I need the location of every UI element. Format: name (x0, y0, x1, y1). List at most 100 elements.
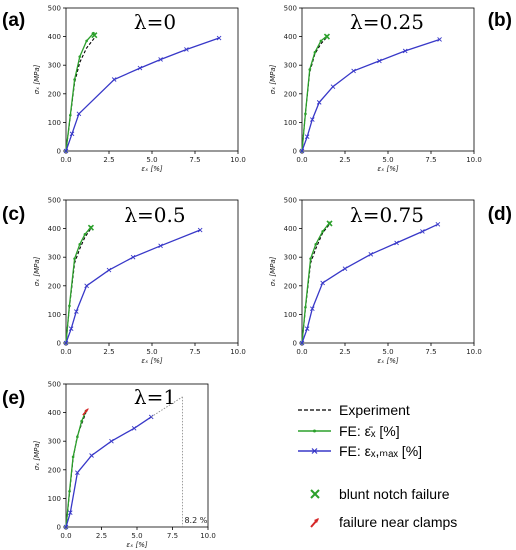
chart-title: λ=0 (134, 10, 176, 34)
panel-label: (c) (2, 204, 25, 225)
data-point (313, 51, 317, 54)
y-tick-label: 500 (48, 197, 61, 205)
data-point (68, 489, 71, 493)
data-point (216, 35, 222, 41)
data-point (368, 252, 374, 257)
x-tick-label: 0.0 (60, 348, 71, 356)
x-tick-label: 5.0 (382, 156, 393, 164)
legend-fe-max-marker (311, 448, 318, 454)
chart-title: λ=0.25 (350, 10, 424, 34)
y-tick-label: 0 (57, 148, 61, 156)
series-line-fe-max (65, 229, 201, 344)
legend: Experiment FE: ε̄ₓ [%] FE: εₓ,ₘₐₓ [%] bl… (298, 402, 457, 530)
data-point (197, 227, 203, 233)
series-line-experiment (65, 37, 95, 152)
legend-experiment-label: Experiment (339, 402, 410, 418)
y-tick-label: 100 (48, 311, 61, 319)
data-point (316, 100, 322, 105)
series-line-experiment (301, 223, 330, 344)
subplot-c: 0 100 200 300 400 500 0.0 2.5 5.0 7.5 10.0 εₓ [%] σₓ… (2, 197, 246, 366)
series-line-fe-max (65, 37, 220, 152)
series-line-experiment (65, 412, 87, 528)
x-tick-label: 2.5 (339, 156, 350, 164)
data-point (83, 233, 87, 236)
data-point (73, 257, 76, 260)
x-tick-label: 5.0 (382, 348, 393, 356)
subplot-a: 0 100 200 300 400 500 0.0 2.5 5.0 7.5 10.0 εₓ [%] σₓ… (2, 5, 246, 174)
y-tick-label: 500 (48, 5, 61, 13)
panel-label: (b) (488, 10, 512, 31)
data-point (78, 243, 82, 246)
data-point (402, 48, 408, 54)
data-point (80, 419, 83, 423)
data-point (320, 280, 325, 286)
x-tick-label: 7.5 (425, 156, 436, 164)
series-line-fe-mean (65, 32, 94, 152)
data-point (68, 326, 74, 332)
blunt-notch-failure-marker (91, 32, 98, 39)
data-point (76, 435, 79, 439)
y-tick-label: 100 (48, 119, 61, 127)
legend-fe-max-label: FE: εₓ,ₘₐₓ [%] (339, 443, 422, 459)
x-tick-label: 7.5 (189, 156, 200, 164)
y-axis-label: σₓ [MPa] (269, 256, 277, 286)
data-point (308, 68, 312, 71)
panel-label: (d) (488, 204, 512, 225)
y-tick-label: 200 (48, 466, 61, 474)
y-tick-label: 0 (57, 524, 61, 532)
y-tick-label: 500 (48, 381, 61, 389)
blunt-notch-failure-marker (326, 220, 333, 227)
x-tick-label: 0.0 (60, 156, 71, 164)
x-tick-label: 10.0 (230, 348, 246, 356)
data-point (84, 283, 89, 289)
data-point (299, 148, 305, 154)
y-tick-label: 200 (48, 90, 61, 98)
data-point (304, 134, 310, 140)
data-point (435, 221, 441, 227)
x-tick-label: 2.5 (339, 348, 350, 356)
data-point (130, 254, 136, 260)
y-axis-label: σₓ [MPa] (33, 64, 41, 94)
data-point (131, 426, 137, 431)
y-tick-label: 400 (48, 225, 61, 233)
y-tick-label: 400 (284, 225, 297, 233)
subplots: 0 100 200 300 400 500 0.0 2.5 5.0 7.5 10.0 εₓ [%] σₓ… (2, 5, 512, 550)
subplot-b: 0 100 200 300 400 500 0.0 2.5 5.0 7.5 10.0 εₓ [%] σₓ… (269, 5, 512, 174)
data-point (309, 257, 312, 260)
x-tick-label: 7.5 (189, 348, 200, 356)
y-axis-label: σₓ [MPa] (33, 440, 41, 470)
data-point (342, 266, 348, 271)
data-point (67, 510, 73, 516)
data-point (85, 39, 88, 43)
y-tick-label: 200 (48, 282, 61, 290)
x-axis-label: εₓ [%] (126, 541, 147, 549)
subplot-e: 0 100 200 300 400 500 0.0 2.5 5.0 7.5 10.0 εₓ [%] σₓ… (2, 381, 216, 550)
data-point (89, 453, 94, 458)
x-tick-label: 0.0 (296, 348, 307, 356)
panel-label: (e) (2, 388, 25, 409)
x-tick-label: 7.5 (167, 532, 178, 540)
legend-blunt-notch-label: blunt notch failure (339, 486, 450, 502)
data-point (158, 243, 163, 249)
data-point (420, 229, 425, 234)
y-tick-label: 100 (48, 495, 61, 503)
legend-fe-mean-marker (313, 429, 316, 433)
series-line-fe-mean (301, 222, 331, 344)
y-axis-label: σₓ [MPa] (269, 64, 277, 94)
x-tick-label: 7.5 (425, 348, 436, 356)
data-point (63, 524, 69, 530)
data-point (321, 230, 324, 233)
x-tick-label: 5.0 (131, 532, 142, 540)
series-line-fe-max (301, 38, 440, 152)
x-axis-label: εₓ [%] (377, 165, 398, 173)
data-point (299, 340, 305, 346)
x-tick-label: 5.0 (146, 156, 157, 164)
data-point (68, 304, 71, 308)
blunt-notch-failure-marker (87, 224, 95, 231)
data-point (437, 37, 442, 42)
y-tick-label: 100 (284, 311, 297, 319)
legend-fe-mean-label: FE: ε̄ₓ [%] (339, 423, 400, 439)
y-tick-label: 0 (57, 340, 61, 348)
subplot-d: 0 100 200 300 400 500 0.0 2.5 5.0 7.5 10.0 εₓ [%] σₓ… (269, 197, 512, 366)
